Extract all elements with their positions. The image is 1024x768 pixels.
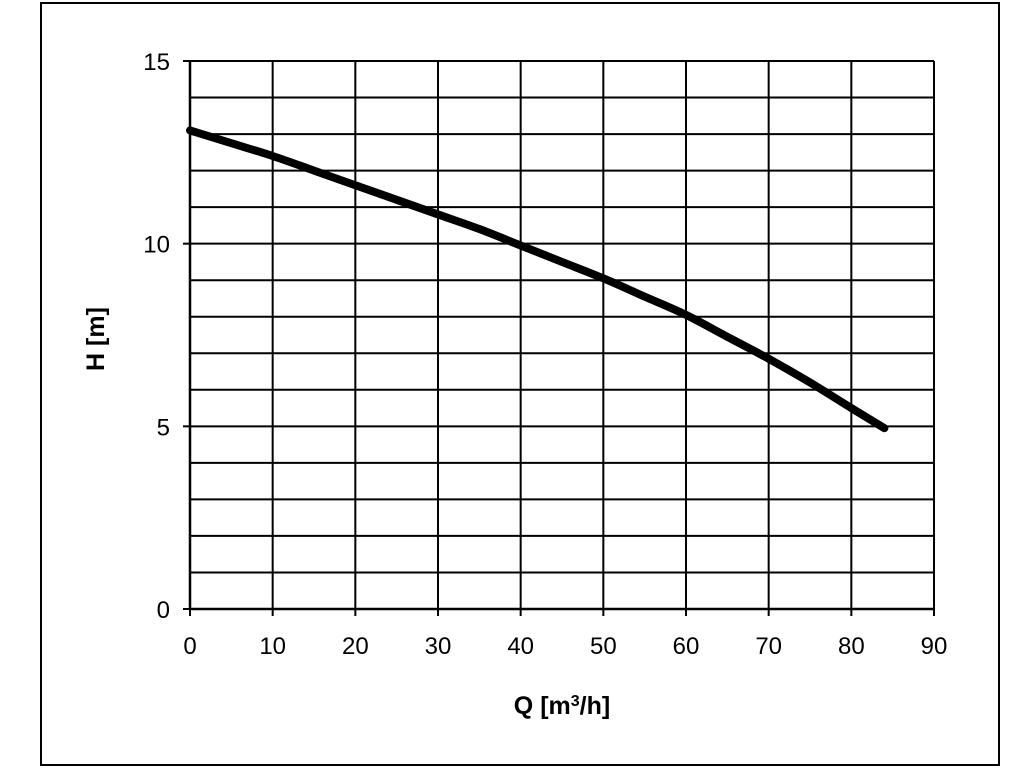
- y-tick-label: 10: [143, 232, 170, 259]
- x-tick-label: 80: [838, 633, 865, 660]
- y-tick-label: 5: [157, 414, 170, 441]
- axes: [183, 60, 935, 616]
- x-tick-label: 30: [425, 633, 452, 660]
- x-tick-label: 70: [755, 633, 782, 660]
- chart-frame: 0 10 20 30 40 50 60 70 80 90 0 5 10 15 Q [m3/h] H [m]: [40, 2, 1000, 766]
- y-axis-label: H [m]: [82, 307, 110, 371]
- x-tick-label: 10: [259, 633, 286, 660]
- grid: [190, 60, 935, 609]
- tick-labels: 0 10 20 30 40 50 60 70 80 90 0 5 10 15: [143, 49, 947, 660]
- x-tick-label: 0: [183, 633, 196, 660]
- x-axis-label: Q [m3/h]: [514, 692, 610, 720]
- y-tick-label: 0: [157, 597, 170, 624]
- pump-curve-chart: 0 10 20 30 40 50 60 70 80 90 0 5 10 15 Q [m3/h] H [m]: [82, 49, 947, 720]
- x-tick-label: 90: [921, 633, 948, 660]
- x-tick-label: 40: [507, 633, 534, 660]
- x-tick-label: 60: [673, 633, 700, 660]
- pump-curve-line: [186, 126, 889, 433]
- y-tick-label: 15: [143, 49, 170, 76]
- series-layer: [186, 126, 889, 433]
- x-tick-label: 50: [590, 633, 617, 660]
- x-tick-label: 20: [342, 633, 369, 660]
